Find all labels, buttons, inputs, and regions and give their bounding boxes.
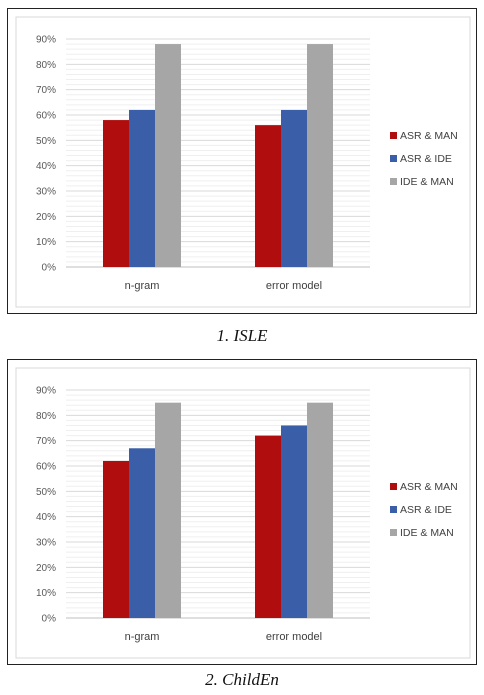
- y-tick-label: 60%: [36, 111, 56, 122]
- legend-swatch: [390, 178, 397, 185]
- y-tick-label: 40%: [36, 161, 56, 172]
- plot-frame: [15, 16, 471, 308]
- legend-label: ASR & IDE: [400, 504, 452, 516]
- bar: [255, 435, 281, 618]
- y-tick-label: 50%: [36, 487, 56, 498]
- bar: [307, 44, 333, 267]
- bar: [255, 125, 281, 267]
- x-tick-label: n-gram: [125, 280, 160, 292]
- y-tick-label: 30%: [36, 538, 56, 549]
- y-tick-label: 70%: [36, 436, 56, 447]
- chart-panel-childen: 0% 10% 20% 30% 40% 50% 60% 70% 80% 90% n-gram error…: [7, 359, 477, 665]
- legend-label: IDE & MAN: [400, 527, 454, 539]
- y-tick-label: 90%: [36, 386, 56, 397]
- legend-label: ASR & MAN: [400, 130, 458, 142]
- legend-swatch: [390, 529, 397, 536]
- chart-panel-isle: 0% 10% 20% 30% 40% 50% 60% 70% 80% 90% n-gram error…: [7, 8, 477, 314]
- bar: [129, 109, 155, 267]
- plot-frame: [15, 367, 471, 659]
- y-tick-label: 80%: [36, 60, 56, 71]
- legend-swatch: [390, 155, 397, 162]
- y-tick-label: 10%: [36, 237, 56, 248]
- chart-caption-childen: 2. ChildEn: [205, 670, 279, 689]
- x-tick-label: n-gram: [125, 631, 160, 643]
- bar: [155, 44, 181, 267]
- y-tick-label: 10%: [36, 588, 56, 599]
- y-tick-label: 60%: [36, 462, 56, 473]
- y-tick-label: 40%: [36, 512, 56, 523]
- x-tick-label: error model: [266, 631, 322, 643]
- y-tick-label: 90%: [36, 35, 56, 46]
- x-tick-label: error model: [266, 280, 322, 292]
- chart-childen: 0% 10% 20% 30% 40% 50% 60% 70% 80% 90% n-gram error…: [15, 367, 471, 659]
- legend-label: ASR & IDE: [400, 153, 452, 165]
- legend-swatch: [390, 132, 397, 139]
- y-tick-label: 80%: [36, 411, 56, 422]
- bar: [281, 109, 307, 267]
- y-tick-label: 50%: [36, 136, 56, 147]
- legend-label: IDE & MAN: [400, 176, 454, 188]
- y-tick-label: 20%: [36, 563, 56, 574]
- y-tick-label: 20%: [36, 212, 56, 223]
- y-tick-label: 0%: [42, 614, 57, 625]
- bar: [307, 402, 333, 618]
- legend-swatch: [390, 506, 397, 513]
- y-tick-label: 30%: [36, 187, 56, 198]
- chart-isle: 0% 10% 20% 30% 40% 50% 60% 70% 80% 90% n-gram error…: [15, 16, 471, 308]
- y-tick-label: 0%: [42, 263, 57, 274]
- bar: [103, 120, 129, 267]
- y-tick-label: 70%: [36, 85, 56, 96]
- bar: [129, 448, 155, 618]
- bar: [103, 460, 129, 618]
- legend-swatch: [390, 483, 397, 490]
- bar: [281, 425, 307, 618]
- chart-caption-isle: 1. ISLE: [216, 326, 268, 345]
- bar: [155, 402, 181, 618]
- legend-label: ASR & MAN: [400, 481, 458, 493]
